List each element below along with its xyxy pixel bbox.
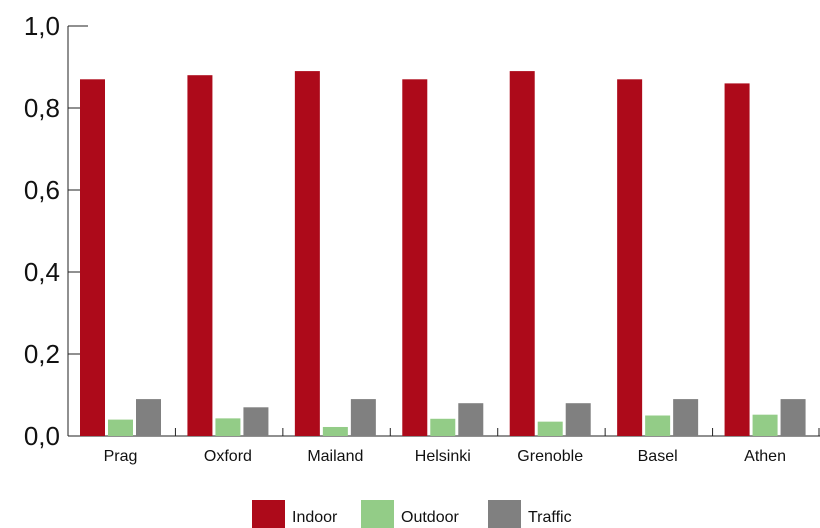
legend-label-outdoor: Outdoor — [401, 509, 459, 526]
legend-swatch-indoor — [252, 500, 285, 528]
x-axis: Prag Oxford Mailand Helsinki Grenoble Basel At… — [68, 428, 820, 465]
bar-indoor-athen — [724, 83, 750, 437]
bar-traffic-mailand — [350, 399, 376, 436]
bar-outdoor-oxford — [215, 418, 241, 436]
x-tick-label: Mailand — [307, 448, 363, 465]
y-axis: 0,0 0,2 0,4 0,6 0,8 1,0 — [24, 11, 88, 451]
y-tick-label: 0,6 — [24, 175, 60, 205]
bar-outdoor-mailand — [322, 426, 348, 436]
bar-traffic-grenoble — [565, 403, 591, 436]
bar-indoor-oxford — [187, 75, 213, 436]
y-tick-label: 0,8 — [24, 93, 60, 123]
legend-swatch-traffic — [488, 500, 521, 528]
bar-outdoor-helsinki — [430, 418, 456, 436]
bars — [80, 71, 806, 437]
bar-traffic-prag — [136, 399, 161, 436]
bar-traffic-oxford — [243, 407, 269, 436]
y-tick-label: 0,2 — [24, 339, 60, 369]
bar-outdoor-grenoble — [537, 421, 563, 436]
y-tick-label: 0,0 — [24, 421, 60, 451]
x-tick-label: Basel — [638, 448, 678, 465]
legend-swatch-outdoor — [361, 500, 394, 528]
bar-outdoor-basel — [645, 415, 671, 436]
y-tick-label: 1,0 — [24, 11, 60, 41]
x-tick-label: Helsinki — [415, 448, 471, 465]
legend: Indoor Outdoor Traffic — [252, 500, 572, 528]
bar-indoor-helsinki — [402, 79, 428, 437]
x-tick-label: Grenoble — [517, 448, 583, 465]
bar-traffic-basel — [673, 399, 699, 436]
bar-indoor-basel — [617, 79, 643, 437]
bar-outdoor-athen — [752, 414, 778, 436]
legend-label-traffic: Traffic — [528, 509, 572, 526]
y-tick-label: 0,4 — [24, 257, 60, 287]
bar-indoor-mailand — [294, 71, 320, 436]
bar-indoor-prag — [80, 79, 105, 437]
x-tick-label: Prag — [104, 448, 138, 465]
bar-traffic-athen — [780, 399, 806, 436]
bar-traffic-helsinki — [458, 403, 484, 436]
x-tick-label: Oxford — [204, 448, 252, 465]
bar-indoor-grenoble — [509, 71, 535, 436]
x-tick-label: Athen — [744, 448, 786, 465]
bar-outdoor-prag — [108, 419, 133, 436]
legend-label-indoor: Indoor — [292, 509, 338, 526]
